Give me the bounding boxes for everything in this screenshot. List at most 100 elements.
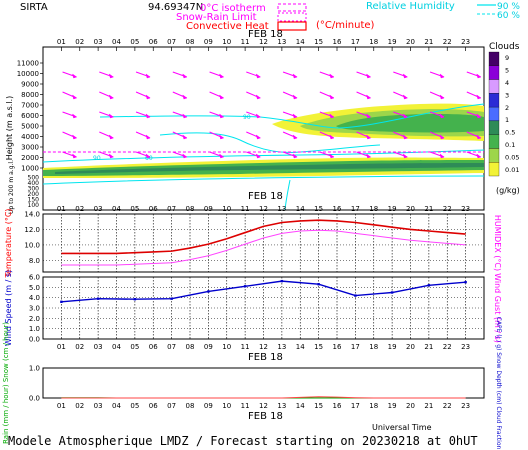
wind-arrow-head	[108, 94, 114, 100]
hour-label-06: 06	[149, 38, 158, 46]
wind-arrow-head	[219, 94, 225, 100]
hour-label-12: 12	[259, 402, 268, 410]
wind-arrow-head	[108, 113, 114, 119]
wind-arrow-head	[219, 73, 225, 79]
wind-arrow	[99, 131, 114, 140]
wind-arrow-head	[476, 113, 482, 119]
colorbar-tick-3: 3	[505, 91, 509, 99]
hour-label-09: 09	[204, 38, 213, 46]
wind-arrow-head	[219, 153, 225, 159]
wind-arrow-head	[402, 94, 408, 100]
wind-arrow-head	[72, 134, 78, 140]
wind-arrow	[246, 111, 261, 119]
hour-label-15: 15	[314, 343, 323, 351]
hour-label-21: 21	[424, 402, 433, 410]
hour-label-08: 08	[186, 402, 195, 410]
colorbar-swatch	[488, 106, 500, 122]
wind-arrow	[393, 151, 408, 159]
wind-arrow	[429, 71, 445, 79]
wind-arrow	[466, 71, 482, 79]
hour-label-09: 09	[204, 402, 213, 410]
wind-arrow-head	[402, 113, 408, 119]
colorbar-tick-labels: 9 5 4 3 2 1 0.5 0.1 0.05 0.01	[505, 54, 519, 174]
hour-label-18: 18	[369, 205, 378, 213]
hour-label-22: 22	[443, 402, 452, 410]
wind-arrow-head	[439, 113, 445, 119]
temperature-tick-12.0: 12.0	[24, 226, 40, 234]
agl-tick-label-300: 300	[28, 186, 40, 193]
colorbar-tick-9: 9	[505, 54, 509, 62]
hour-label-17: 17	[351, 38, 360, 46]
colorbar-swatch	[488, 93, 500, 108]
top-hour-labels: 01 02 03 04 05 06 07 08 09 10 11 12 13 14 15 16 17 18 19 20…	[57, 38, 470, 46]
wind-arrow	[99, 111, 114, 119]
wind-arrow-head	[108, 73, 114, 79]
rh-contour-base	[42, 175, 485, 185]
hour-label-07: 07	[167, 402, 176, 410]
cloud-colorbar: Clouds 9 5 4 3 2 1 0.5 0.1 0.05 0.01 (g/kg)	[488, 42, 520, 195]
forecast-caption: Modele Atmospherique LMDZ / Forecast sta…	[8, 434, 478, 448]
wind-arrow	[282, 91, 298, 100]
hour-label-18: 18	[369, 38, 378, 46]
rh-contour-upper	[99, 103, 485, 129]
hour-label-09: 09	[204, 343, 213, 351]
wind-speed-point	[207, 290, 210, 293]
wind-speed-axis-label: Wind Speed (m / s)	[4, 270, 13, 346]
convective-legend-unit: (°C/minute)	[316, 20, 375, 31]
rain-tick-0.0: 0.0	[29, 395, 40, 403]
wind-arrow	[99, 91, 114, 100]
wind-arrow	[393, 91, 408, 100]
wind-arrow	[62, 91, 78, 100]
wind-arrow-head	[255, 94, 261, 100]
hour-label-05: 05	[130, 205, 139, 213]
hour-label-21: 21	[424, 343, 433, 351]
hour-label-20: 20	[406, 402, 415, 410]
wind-panel: 6.0 5.0 4.0 3.0 2.0 1.0 0.0 Wind Speed (m / s)…	[4, 270, 502, 346]
wind-arrow-head	[182, 73, 188, 79]
wind-arrow-head	[182, 134, 188, 140]
colorbar-tick-1: 1	[505, 116, 509, 124]
wind-arrow-head	[366, 73, 372, 79]
wind-arrow-head	[329, 134, 335, 140]
hour-label-16: 16	[333, 343, 342, 351]
wind-arrow-head	[72, 73, 78, 79]
height-tick-label-6000: 6000	[21, 112, 39, 120]
hour-label-19: 19	[388, 343, 397, 351]
wind-speed-point	[390, 291, 394, 294]
hour-label-11: 11	[241, 38, 250, 46]
wind-arrow-head	[329, 73, 335, 79]
wind-arrow	[466, 111, 482, 119]
wind-speed-point	[243, 285, 247, 288]
hour-label-07: 07	[167, 205, 176, 213]
wind-arrow	[172, 71, 188, 79]
wind-arrow	[466, 151, 482, 159]
hour-label-10: 10	[222, 343, 231, 351]
colorbar-tick-0.01: 0.01	[505, 166, 519, 174]
wind-speed-point	[427, 284, 431, 287]
wind-speed-point	[280, 279, 284, 283]
date-label-mid: FEB 18	[248, 191, 283, 202]
colorbar-swatch	[488, 51, 500, 66]
temperature-panel: 14.0 12.0 10.0 8.0 Temperature (°C) HUMIDEX…	[4, 208, 502, 278]
temperature-lines	[61, 219, 466, 266]
wind-speed-point	[133, 298, 137, 301]
hour-label-06: 06	[149, 205, 158, 213]
wind-tick-1.0: 1.0	[29, 325, 40, 333]
hour-label-10: 10	[222, 205, 231, 213]
rh-contour-mid	[159, 132, 381, 153]
wind-arrow-head	[439, 73, 445, 79]
wind-arrow	[172, 151, 188, 159]
colorbar-swatch	[488, 134, 500, 149]
rh-contour-drop	[284, 179, 291, 211]
cloud-panel-grid	[40, 47, 466, 169]
hour-label-03: 03	[94, 38, 103, 46]
wind-arrow	[62, 151, 78, 159]
wind-arrow	[135, 111, 151, 119]
wind-arrow	[429, 111, 445, 119]
cloud-layer-lower-dense	[55, 163, 484, 174]
rh-legend-label: Relative Humidity	[366, 1, 455, 12]
site-code: 94.69347N	[148, 2, 203, 13]
wind-arrow	[246, 151, 261, 159]
hour-label-23: 23	[461, 205, 470, 213]
wind-arrow-head	[439, 153, 445, 159]
